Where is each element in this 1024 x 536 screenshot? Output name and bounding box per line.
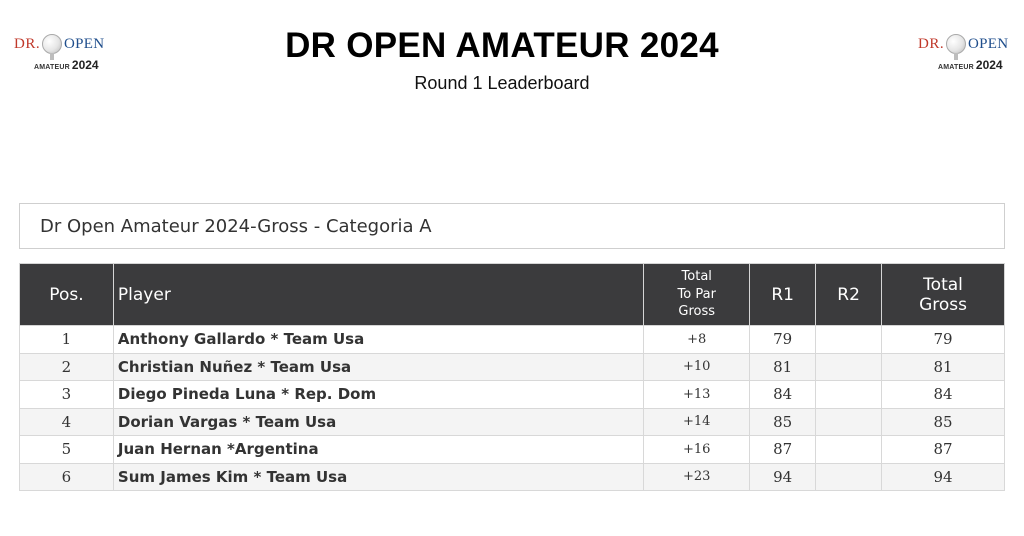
table-row[interactable]: 2 Christian Nuñez * Team Usa +10 81 81 <box>19 352 1005 381</box>
col-header-player[interactable]: Player <box>112 263 645 326</box>
table-header-row: Pos. Player Total To Par Gross R1 R2 Tot… <box>19 263 1005 326</box>
cell-r1: 85 <box>749 407 817 436</box>
cell-r2 <box>815 380 883 409</box>
table-row[interactable]: 3 Diego Pineda Luna * Rep. Dom +13 84 84 <box>19 380 1005 409</box>
col-header-to-par-line1: Total <box>681 269 712 285</box>
golf-tee-icon <box>50 53 54 60</box>
cell-pos: 5 <box>19 435 114 464</box>
logo-open-text: OPEN <box>64 36 105 52</box>
cell-r2 <box>815 435 883 464</box>
cell-to-par: +10 <box>643 352 751 381</box>
cell-player[interactable]: Diego Pineda Luna * Rep. Dom <box>112 380 645 409</box>
cell-pos: 1 <box>19 325 114 354</box>
logo-dr-text: DR. <box>918 36 945 52</box>
logo-open-text: OPEN <box>968 36 1009 52</box>
cell-r1: 81 <box>749 352 817 381</box>
logo-year-row: AMATEUR 2024 <box>34 56 99 74</box>
cell-pos: 4 <box>19 407 114 436</box>
col-header-to-par-line2: To Par <box>677 286 716 302</box>
cell-to-par: +13 <box>643 380 751 409</box>
page-title: DR OPEN AMATEUR 2024 <box>285 26 719 65</box>
logo-amateur-text: AMATEUR <box>34 64 70 71</box>
cell-r2 <box>815 352 883 381</box>
cell-pos: 6 <box>19 462 114 491</box>
cell-total: 81 <box>881 352 1005 381</box>
table-row[interactable]: 6 Sum James Kim * Team Usa +23 94 94 <box>19 462 1005 491</box>
cell-total: 85 <box>881 407 1005 436</box>
logo-year-text: 2024 <box>71 58 99 72</box>
tournament-logo-right: DR. OPEN AMATEUR 2024 <box>916 26 1012 76</box>
table-row[interactable]: 5 Juan Hernan *Argentina +16 87 87 <box>19 435 1005 464</box>
cell-player[interactable]: Christian Nuñez * Team Usa <box>112 352 645 381</box>
table-row[interactable]: 4 Dorian Vargas * Team Usa +14 85 85 <box>19 407 1005 436</box>
logo-brand-row: DR. OPEN <box>14 34 108 60</box>
cell-player[interactable]: Dorian Vargas * Team Usa <box>112 407 645 436</box>
cell-pos: 3 <box>19 380 114 409</box>
cell-player[interactable]: Anthony Gallardo * Team Usa <box>112 325 645 354</box>
cell-r2 <box>815 407 883 436</box>
page-subtitle: Round 1 Leaderboard <box>414 73 590 93</box>
cell-r1: 79 <box>749 325 817 354</box>
col-header-total-line1: Total <box>923 274 963 295</box>
col-header-to-par[interactable]: Total To Par Gross <box>643 263 751 326</box>
category-header: Dr Open Amateur 2024-Gross - Categoria A <box>19 203 1005 249</box>
logo-brand-row: DR. OPEN <box>918 34 1012 60</box>
logo-year-row: AMATEUR 2024 <box>938 56 1003 74</box>
category-label: Dr Open Amateur 2024-Gross - Categoria A <box>40 216 432 237</box>
logo-dr-text: DR. <box>14 36 41 52</box>
cell-r1: 87 <box>749 435 817 464</box>
cell-total: 87 <box>881 435 1005 464</box>
logo-year-text: 2024 <box>975 58 1003 72</box>
cell-to-par: +8 <box>643 325 751 354</box>
table-row[interactable]: 1 Anthony Gallardo * Team Usa +8 79 79 <box>19 325 1005 354</box>
cell-to-par: +14 <box>643 407 751 436</box>
cell-total: 79 <box>881 325 1005 354</box>
cell-r2 <box>815 462 883 491</box>
cell-player[interactable]: Sum James Kim * Team Usa <box>112 462 645 491</box>
cell-total: 84 <box>881 380 1005 409</box>
col-header-total-line2: Gross <box>919 294 967 315</box>
golf-tee-icon <box>954 53 958 60</box>
cell-r2 <box>815 325 883 354</box>
cell-player[interactable]: Juan Hernan *Argentina <box>112 435 645 464</box>
cell-pos: 2 <box>19 352 114 381</box>
cell-r1: 94 <box>749 462 817 491</box>
col-header-r1[interactable]: R1 <box>749 263 817 326</box>
col-header-to-par-line3: Gross <box>678 304 716 320</box>
leaderboard-table: Pos. Player Total To Par Gross R1 R2 Tot… <box>19 263 1005 491</box>
logo-amateur-text: AMATEUR <box>938 64 974 71</box>
cell-to-par: +23 <box>643 462 751 491</box>
col-header-total[interactable]: Total Gross <box>881 263 1005 326</box>
tournament-logo-left: DR. OPEN AMATEUR 2024 <box>12 26 108 76</box>
col-header-pos[interactable]: Pos. <box>19 263 114 326</box>
cell-r1: 84 <box>749 380 817 409</box>
cell-total: 94 <box>881 462 1005 491</box>
cell-to-par: +16 <box>643 435 751 464</box>
col-header-r2[interactable]: R2 <box>815 263 883 326</box>
